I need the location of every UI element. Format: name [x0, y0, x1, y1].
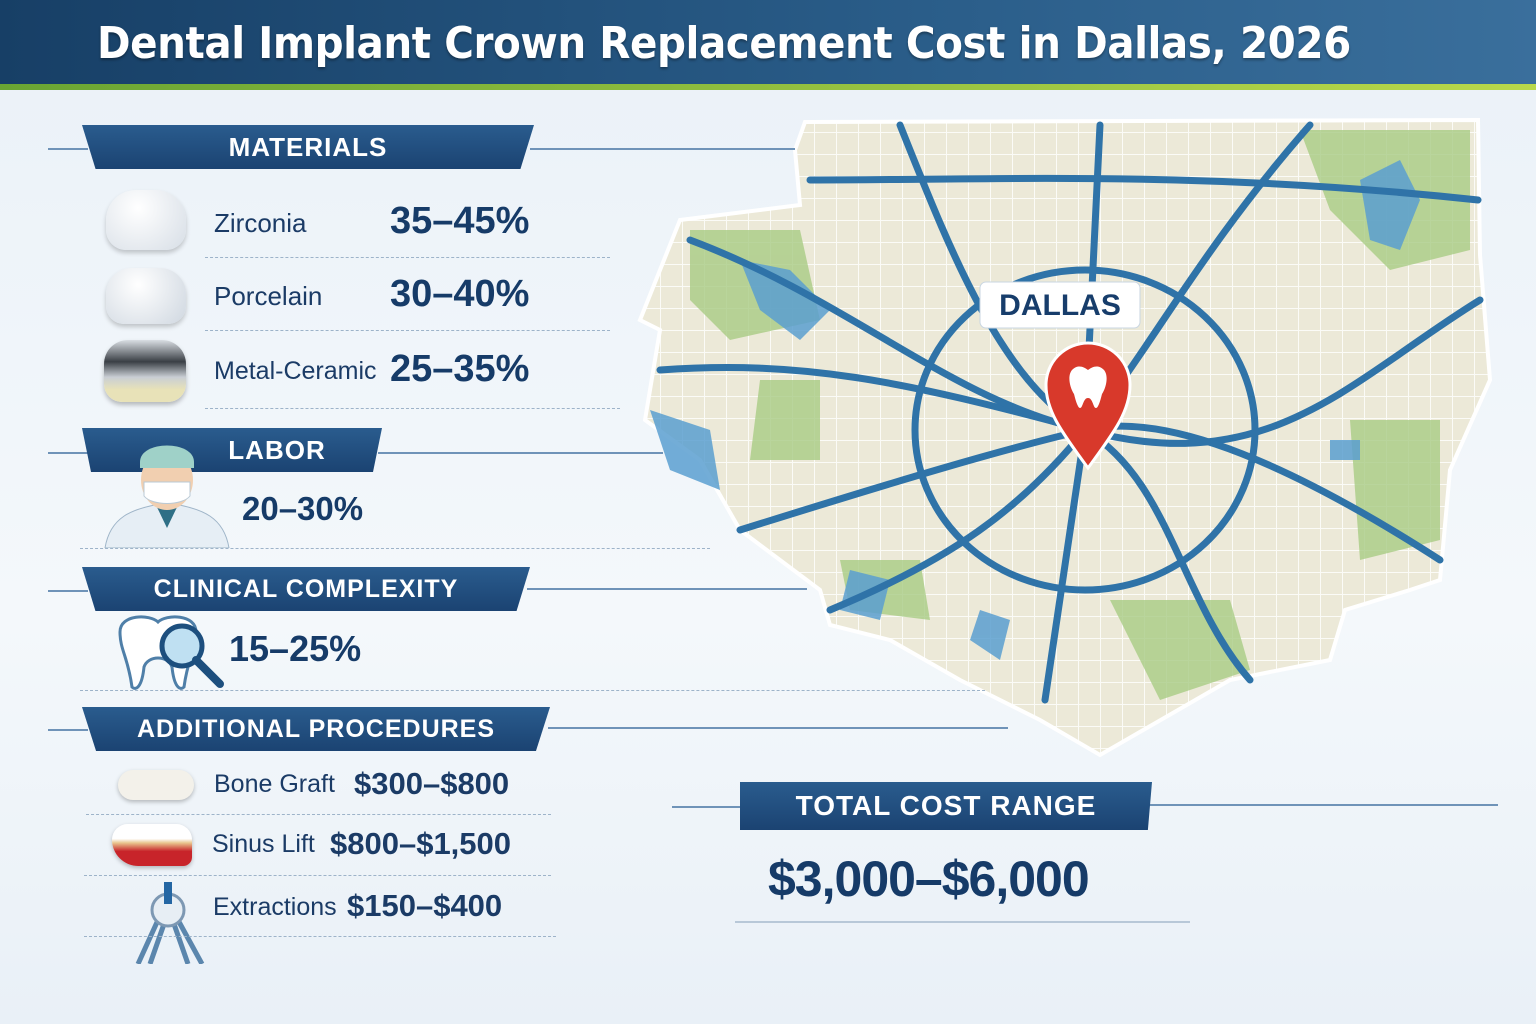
divider [735, 921, 1190, 923]
labor-value: 20–30% [242, 490, 364, 527]
procedure-label: Sinus Lift [212, 830, 315, 858]
city-label: DALLAS [999, 289, 1121, 322]
divider [527, 588, 807, 590]
divider [1148, 804, 1498, 806]
total-heading: TOTAL COST RANGE [740, 782, 1152, 830]
header: Dental Implant Crown Replacement Cost in… [0, 0, 1536, 86]
forceps-icon [135, 882, 205, 964]
divider [548, 727, 1008, 729]
additional-heading: ADDITIONAL PROCEDURES [82, 707, 550, 751]
divider [48, 148, 88, 150]
city-label-box [979, 281, 1141, 329]
procedure-value: $300–$800 [354, 766, 510, 801]
divider [48, 590, 88, 592]
tooth-magnifier-icon [118, 615, 224, 690]
divider [86, 814, 551, 815]
bone-icon [118, 770, 194, 800]
material-value: 35–45% [390, 200, 530, 242]
material-label: Metal-Ceramic [214, 357, 377, 385]
divider [84, 875, 551, 876]
clinical-heading: CLINICAL COMPLEXITY [82, 567, 530, 611]
divider [205, 330, 610, 331]
procedure-value: $150–$400 [347, 888, 503, 923]
accent-bar [0, 84, 1536, 90]
divider [378, 452, 663, 454]
material-value: 30–40% [390, 273, 530, 315]
divider [205, 408, 620, 409]
material-label: Porcelain [214, 281, 323, 311]
material-value: 25–35% [390, 348, 530, 390]
procedure-value: $800–$1,500 [330, 826, 512, 861]
metal-crown-icon [104, 340, 186, 402]
materials-heading: MATERIALS [82, 125, 534, 169]
divider [672, 806, 742, 808]
labor-heading: LABOR [82, 428, 382, 472]
material-label: Zirconia [214, 208, 307, 238]
procedure-label: Extractions [213, 893, 337, 921]
tooth-icon [1069, 366, 1107, 408]
divider [48, 729, 88, 731]
procedure-label: Bone Graft [214, 770, 335, 798]
divider [530, 148, 795, 150]
divider [84, 936, 556, 937]
map-pin-icon [1044, 341, 1132, 471]
divider [48, 452, 88, 454]
crown-icon [106, 190, 186, 250]
divider [205, 257, 610, 258]
dallas-map: DALLAS [637, 117, 1493, 758]
page-title: Dental Implant Crown Replacement Cost in… [97, 18, 1351, 69]
sinus-icon [112, 824, 192, 866]
total-value: $3,000–$6,000 [768, 851, 1090, 907]
dentist-icon [104, 445, 230, 548]
divider [80, 548, 710, 549]
crown-icon [106, 268, 186, 324]
divider [80, 690, 985, 691]
clinical-value: 15–25% [229, 628, 362, 669]
